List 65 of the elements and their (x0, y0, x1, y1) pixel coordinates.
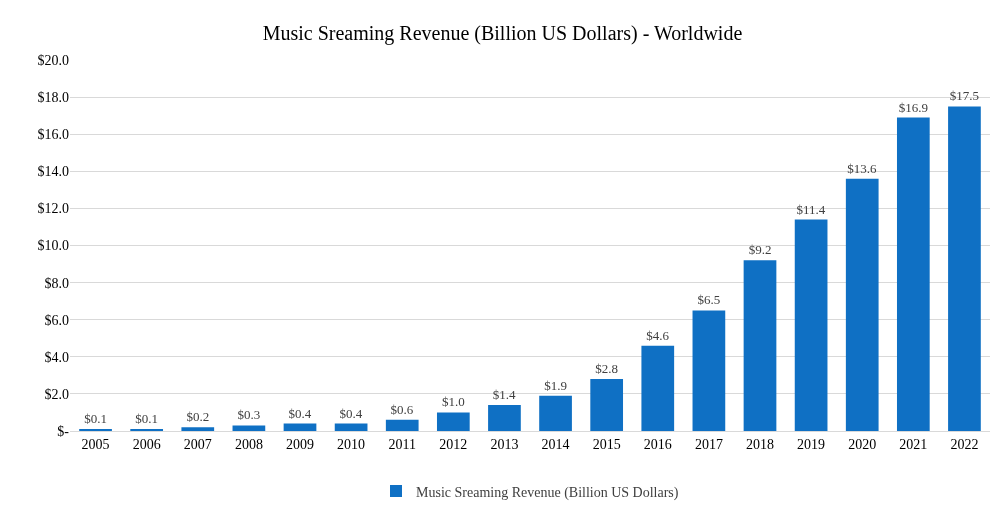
bar (181, 427, 215, 431)
data-label: $11.4 (796, 201, 826, 217)
legend-label: Music Sreaming Revenue (Billion US Dollars) (416, 484, 679, 501)
y-tick-label: $14.0 (37, 164, 69, 180)
data-label: $17.5 (949, 88, 980, 104)
bar (794, 219, 828, 431)
y-tick-label: $8.0 (44, 275, 69, 291)
data-label: $0.4 (339, 405, 363, 421)
y-tick-label: $2.0 (44, 386, 69, 402)
x-tick-label: 2018 (746, 436, 774, 452)
x-tick-label: 2007 (183, 436, 212, 452)
data-label: $13.6 (847, 160, 878, 176)
x-tick-label: 2019 (797, 436, 826, 452)
y-tick-label: $6.0 (44, 312, 69, 328)
x-tick-label: 2017 (694, 436, 723, 452)
x-tick-label: 2016 (643, 436, 672, 452)
data-label: $16.9 (898, 99, 928, 115)
x-tick-label: 2009 (286, 436, 314, 452)
bar (896, 117, 930, 431)
data-label: $1.0 (441, 394, 465, 410)
data-label: $0.1 (135, 411, 159, 426)
bar (743, 260, 777, 431)
data-label: $2.8 (595, 361, 619, 377)
y-tick-label: $16.0 (37, 127, 69, 143)
bar (232, 425, 266, 431)
x-tick-label: 2013 (490, 436, 519, 452)
x-tick-label: 2012 (439, 436, 468, 452)
data-label: $0.3 (237, 407, 261, 423)
x-tick-label: 2021 (899, 436, 928, 452)
y-tick-label: $12.0 (37, 201, 69, 217)
bar (334, 423, 368, 431)
x-tick-label: 2011 (388, 436, 416, 452)
bar (641, 345, 675, 431)
bar (539, 395, 572, 431)
data-label: $0.2 (186, 409, 210, 425)
data-label: $6.5 (697, 292, 721, 308)
bar (590, 379, 624, 431)
y-tick-label: $20.0 (37, 52, 69, 68)
y-tick-label: $18.0 (37, 90, 69, 105)
data-label: $0.1 (84, 411, 107, 426)
x-tick-label: 2022 (950, 436, 979, 452)
bar (283, 423, 317, 431)
x-tick-label: 2014 (541, 436, 570, 452)
bar (845, 178, 879, 431)
bar (385, 419, 419, 431)
y-tick-label: $4.0 (44, 349, 69, 365)
x-tick-label: 2020 (848, 436, 877, 452)
x-tick-label: 2008 (234, 436, 263, 452)
y-tick-label: $10.0 (37, 238, 69, 254)
y-tick-label: $- (57, 423, 70, 439)
bar (488, 405, 521, 431)
bar (436, 412, 470, 431)
chart-title: Music Sreaming Revenue (Billion US Dollars) - Worldwide (262, 22, 743, 45)
x-tick-label: 2010 (337, 436, 366, 452)
data-label: $1.9 (544, 377, 567, 393)
data-label: $0.6 (390, 401, 414, 417)
data-label: $0.4 (288, 405, 312, 421)
data-label: $4.6 (646, 327, 670, 343)
bar (692, 310, 726, 431)
x-tick-label: 2005 (81, 436, 110, 452)
bar (948, 106, 981, 431)
data-label: $9.2 (748, 242, 772, 258)
x-tick-label: 2006 (132, 436, 161, 452)
x-tick-label: 2015 (592, 436, 621, 452)
data-label: $1.4 (492, 387, 517, 403)
